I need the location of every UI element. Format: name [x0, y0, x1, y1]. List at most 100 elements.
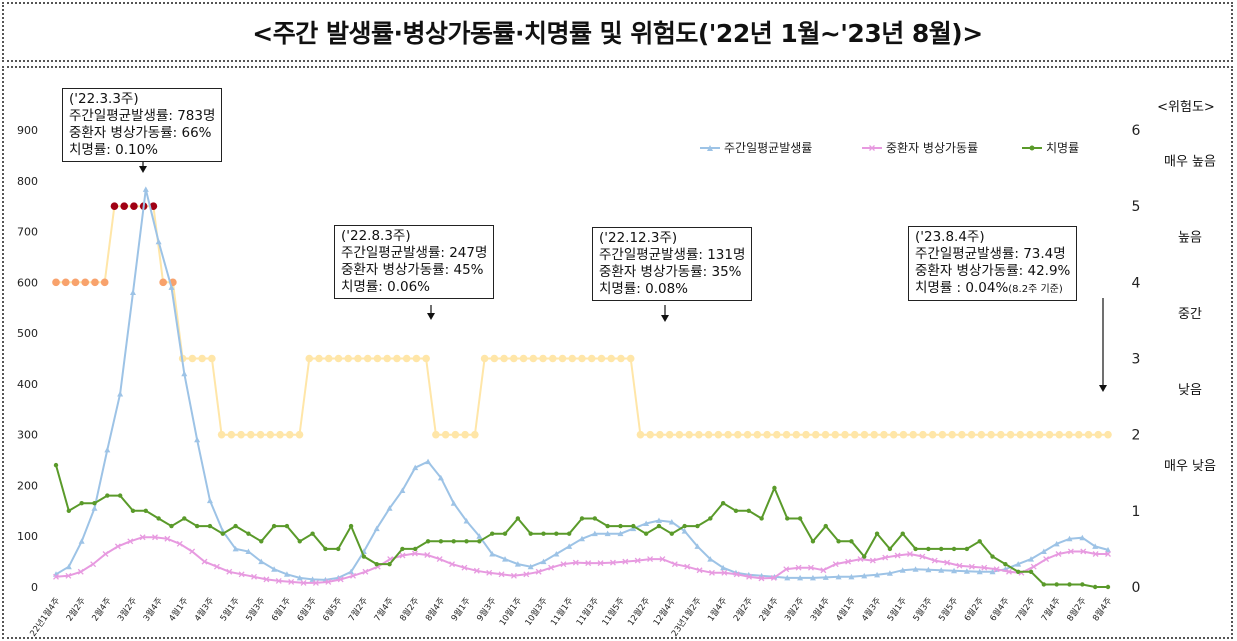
- risk-point: [734, 430, 742, 439]
- y-right-tick-label: 6: [1132, 123, 1141, 139]
- fatality-point: [579, 516, 585, 521]
- bed-occupancy-point: [139, 534, 146, 541]
- fatality-point: [297, 539, 302, 544]
- bed-occupancy-point: [263, 576, 270, 583]
- risk-point: [948, 430, 956, 439]
- fatality-point: [1015, 569, 1021, 574]
- bed-occupancy-point: [857, 556, 864, 563]
- risk-point: [451, 430, 460, 439]
- risk-point: [626, 354, 635, 363]
- y-right-tick-label: 0: [1132, 580, 1141, 596]
- x-tick-label: 6월1주: [269, 595, 293, 623]
- fatality-point: [233, 523, 238, 529]
- x-tick-label: 10월1주: [497, 595, 524, 628]
- legend-fatality-label: 치명률: [1046, 141, 1079, 155]
- risk-point: [597, 354, 606, 363]
- bed-occupancy-point: [436, 556, 443, 563]
- legend-bed-marker: [869, 145, 875, 151]
- bed-occupancy-point: [708, 569, 715, 576]
- incidence-point: [296, 574, 303, 581]
- risk-point: [490, 354, 499, 363]
- bed-occupancy-point: [411, 550, 418, 557]
- incidence-point: [271, 566, 278, 572]
- annotation-2-line-3: 중환자 병상가동률: 45%: [341, 262, 484, 278]
- risk-point: [276, 430, 284, 439]
- fatality-point: [259, 539, 264, 544]
- fatality-point: [53, 462, 59, 468]
- risk-point: [305, 354, 314, 363]
- risk-point: [548, 354, 557, 363]
- bed-occupancy-point: [993, 566, 1000, 573]
- risk-point: [315, 354, 323, 363]
- fatality-point: [733, 508, 739, 514]
- risk-point: [685, 430, 693, 439]
- fatality-point: [631, 523, 636, 529]
- bed-occupancy-point: [659, 556, 666, 563]
- bed-occupancy-point: [275, 577, 282, 584]
- incidence-point: [579, 535, 585, 542]
- x-tick-label: 1월4주: [705, 595, 729, 623]
- bed-occupancy-point: [510, 572, 517, 579]
- x-tick-label: 3월4주: [808, 595, 832, 623]
- incidence-point: [874, 571, 881, 578]
- incidence-point: [540, 558, 547, 565]
- x-tick-label: 8월4주: [423, 595, 447, 623]
- annotation-box-2: ('22.8.3주) 주간일평균발생률: 247명 중환자 병상가동률: 45%…: [334, 225, 495, 299]
- risk-point: [1104, 430, 1112, 439]
- x-tick-label: 7월4주: [372, 595, 396, 623]
- risk-point: [334, 354, 343, 363]
- incidence-point: [925, 566, 932, 573]
- incidence-point: [283, 571, 290, 577]
- incidence-point: [951, 567, 958, 574]
- fatality-point: [374, 561, 379, 567]
- risk-point: [1055, 430, 1064, 439]
- risk-point: [100, 278, 109, 287]
- risk-point: [237, 430, 245, 439]
- fatality-point: [515, 516, 521, 521]
- fatality-point: [502, 531, 508, 536]
- annotation-1-line-2: 주간일평균발생률: 783명: [69, 108, 216, 124]
- risk-point: [899, 430, 908, 439]
- bed-occupancy-point: [424, 552, 431, 558]
- bed-occupancy-point: [77, 568, 84, 575]
- fatality-point: [130, 508, 136, 514]
- risk-point: [753, 430, 762, 439]
- x-tick-label: 2월2주: [64, 595, 88, 623]
- bed-occupancy-point: [733, 571, 740, 578]
- x-tick-label: 3월2주: [782, 595, 806, 623]
- risk-point: [256, 430, 265, 439]
- fatality-point: [413, 546, 418, 552]
- risk-point: [393, 354, 401, 363]
- bed-occupancy-point: [882, 554, 889, 561]
- risk-point: [977, 430, 986, 439]
- fatality-point: [220, 531, 225, 536]
- incidence-point: [142, 186, 149, 192]
- fatality-point: [246, 531, 251, 536]
- fatality-point: [1105, 584, 1111, 590]
- incidence-point: [181, 370, 188, 377]
- bed-occupancy-point: [696, 567, 703, 574]
- incidence-point: [566, 543, 573, 549]
- bed-occupancy-point: [783, 566, 790, 573]
- incidence-point: [938, 567, 945, 573]
- risk-point: [802, 430, 810, 439]
- fatality-point: [438, 539, 444, 544]
- risk-point: [247, 430, 255, 439]
- risk-point: [763, 430, 771, 439]
- fatality-point: [464, 539, 469, 544]
- risk-point: [773, 430, 781, 439]
- risk-point: [373, 354, 382, 363]
- bed-occupancy-line: [55, 536, 1108, 584]
- bed-occupancy-point: [288, 578, 295, 585]
- bed-occupancy-point: [164, 535, 171, 542]
- annotation-arrow-head: [427, 313, 435, 320]
- incidence-point: [707, 556, 714, 562]
- incidence-point: [91, 505, 98, 511]
- fatality-point: [194, 523, 200, 529]
- incidence-point: [258, 558, 265, 565]
- y-left-tick-label: 400: [17, 378, 38, 391]
- annotation-4-fatality: 치명률 : 0.04%: [915, 280, 1009, 296]
- incidence-point: [129, 289, 136, 295]
- legend-incidence-label: 주간일평균발생률: [724, 141, 812, 155]
- fatality-point: [528, 531, 533, 536]
